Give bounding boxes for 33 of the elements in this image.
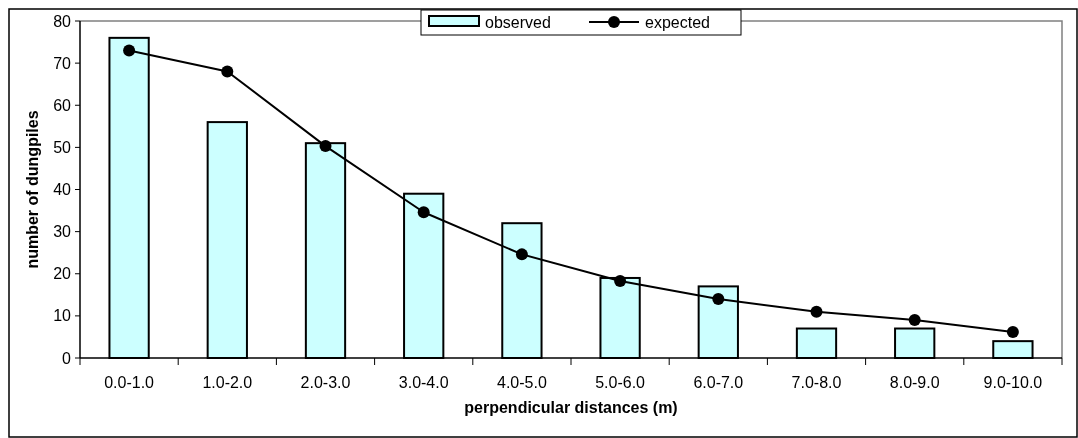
y-tick-label: 30 [53, 223, 72, 241]
point [221, 65, 234, 78]
x-tick-label: 0.0-1.0 [104, 374, 155, 391]
point [908, 314, 921, 327]
point [417, 206, 430, 219]
y-tick-label: 60 [53, 96, 72, 114]
x-tick-label: 8.0-9.0 [889, 374, 940, 391]
y-tick-label: 50 [53, 138, 72, 156]
y-axis-title: number of dungpiles [24, 110, 41, 269]
x-tick-label: 6.0-7.0 [693, 374, 744, 391]
y-tick-label: 20 [53, 265, 72, 283]
point [123, 44, 136, 57]
legend-label: expected [645, 13, 710, 31]
point [1006, 325, 1019, 338]
x-tick-label: 2.0-3.0 [300, 374, 351, 391]
x-tick-label: 7.0-8.0 [791, 374, 842, 391]
x-tick-label: 3.0-4.0 [398, 374, 449, 391]
x-tick-label: 5.0-6.0 [595, 374, 646, 391]
x-tick-label: 1.0-2.0 [202, 374, 253, 391]
y-tick-label: 0 [62, 349, 72, 367]
legend-label: observed [485, 13, 551, 31]
x-tick-label: 4.0-5.0 [496, 374, 547, 391]
point [810, 305, 823, 318]
y-tick-label: 80 [53, 12, 72, 30]
point [319, 140, 332, 153]
y-tick-label: 40 [53, 181, 72, 199]
x-axis-title: perpendicular distances (m) [464, 399, 678, 416]
x-tick-label: 9.0-10.0 [983, 374, 1043, 391]
point [712, 293, 725, 306]
point [515, 248, 528, 261]
point [614, 274, 627, 287]
y-tick-label: 10 [53, 307, 72, 325]
y-tick-label: 70 [53, 54, 72, 72]
